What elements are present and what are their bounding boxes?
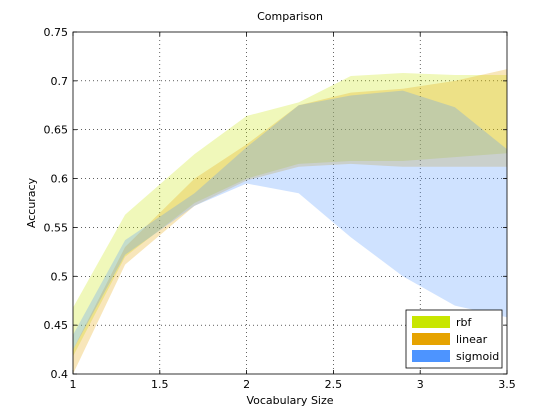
- axes-box: [72, 31, 508, 375]
- x-tick-label: 2.5: [325, 378, 343, 391]
- band-sigmoid: [73, 90, 507, 350]
- legend-label-rbf: rbf: [456, 316, 473, 329]
- y-tick-label: 0.45: [44, 319, 69, 332]
- y-tick-label: 0.6: [51, 173, 69, 186]
- y-tick-label: 0.65: [44, 124, 69, 137]
- legend-swatch-linear: [412, 333, 450, 345]
- y-tick-label: 0.4: [51, 368, 69, 381]
- legend: rbf linear sigmoid: [405, 309, 503, 369]
- x-tick-label: 1.5: [151, 378, 169, 391]
- x-tick-label: 1: [70, 378, 77, 391]
- y-tick-label: 0.75: [44, 26, 69, 39]
- x-tick-label: 2: [243, 378, 250, 391]
- y-tick-label: 0.7: [51, 75, 69, 88]
- y-tick-label: 0.55: [44, 221, 69, 234]
- x-tick-label: 3.5: [498, 378, 516, 391]
- x-axis-label: Vocabulary Size: [246, 394, 333, 407]
- legend-swatch-rbf: [412, 316, 450, 328]
- chart-title: Comparison: [257, 10, 323, 23]
- y-tick-label: 0.5: [51, 270, 69, 283]
- legend-label-linear: linear: [456, 333, 488, 346]
- y-axis-label: Accuracy: [25, 177, 38, 228]
- x-tick-label: 3: [417, 378, 424, 391]
- legend-swatch-sigmoid: [412, 350, 450, 362]
- band-linear: [73, 69, 507, 374]
- band-rbf: [73, 73, 507, 357]
- plot-area: 1 1.5 2 2.5 3 3.5 0.4 0.45 0.5 0.55 0.6 0.65 0.7 0.75…: [44, 26, 516, 391]
- legend-label-sigmoid: sigmoid: [456, 350, 499, 363]
